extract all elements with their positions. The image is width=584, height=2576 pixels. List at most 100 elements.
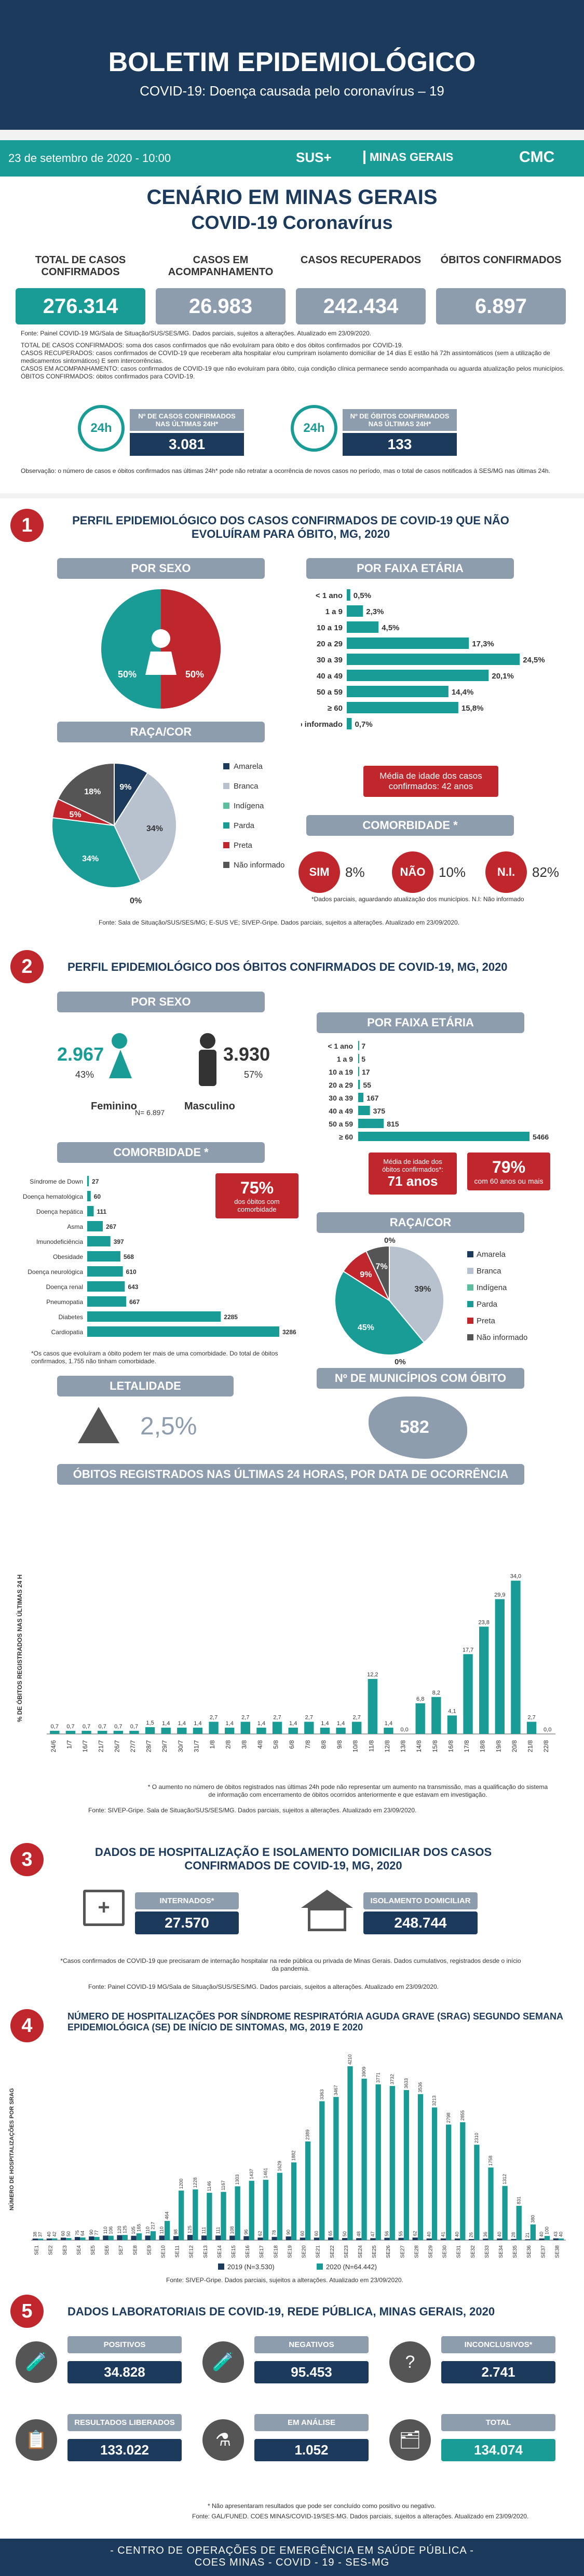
chart24-cat-11: 2/8 [225, 1740, 232, 1749]
chart24-cat-25: 16/8 [447, 1740, 454, 1753]
srag-val-1-12: 1146 [207, 2181, 212, 2191]
srag-bar-0-30 [454, 2238, 460, 2240]
srag-bar-0-19 [300, 2238, 306, 2240]
chart24-val-0: 0,7 [51, 1724, 59, 1730]
age2-bar-6 [358, 1119, 384, 1128]
srag-bar-0-17 [271, 2236, 277, 2240]
srag-bar-1-28 [431, 2107, 438, 2240]
srag-bar-1-32 [488, 2167, 494, 2240]
house-icon [301, 1890, 353, 1931]
srag-bar-1-11 [193, 2189, 198, 2240]
srag-chart: NÚMERO DE HOSPITALIZAÇÕES POR SRAG 38 37 SE… [8, 2054, 566, 2271]
srag-bar-1-26 [403, 2090, 410, 2240]
s3-hosp-box: INTERNADOS* 27.570 [135, 1892, 239, 1934]
race2-pct-4: 9% [360, 1270, 372, 1279]
srag-bar-0-32 [483, 2239, 488, 2240]
scenario-subtitle: COVID-19 Coronavírus [191, 212, 393, 233]
s1-comorb-row: SIM 8% NÃO 10% N.I. 82% [298, 849, 579, 896]
s3-hosp-value: 27.570 [135, 1911, 239, 1934]
comorb2-bar-5 [87, 1251, 120, 1262]
card-label-2: CASOS RECUPERADOS [300, 254, 422, 266]
s2-male-count: 3.930 [223, 1043, 270, 1065]
srag-cat-17: SE18 [273, 2245, 279, 2258]
srag-cat-11: SE12 [189, 2245, 195, 2258]
chart24-val-12: 2,7 [241, 1715, 249, 1721]
srag-bar-0-5 [103, 2235, 108, 2240]
age1-label-8: 0,7% [355, 720, 373, 729]
srag-val-0-22: 50 [342, 2231, 347, 2236]
logo-minas-gerais: MINAS GERAIS [363, 151, 453, 164]
srag-bar-1-36 [544, 2236, 550, 2240]
chart24-bar-3 [98, 1730, 107, 1734]
srag-bar-0-34 [511, 2239, 517, 2240]
race2-legend-0: Amarela [477, 1250, 506, 1259]
comorb2-label-4: 397 [114, 1238, 124, 1245]
srag-cat-36: SE37 [540, 2245, 546, 2258]
srag-val-1-18: 1882 [291, 2150, 296, 2161]
race1-legend-swatch-5 [223, 862, 229, 868]
srag-val-1-3: 64 [80, 2231, 85, 2236]
age2-bar-1 [358, 1054, 359, 1063]
race2-legend-1: Branca [477, 1267, 501, 1276]
srag-bar-0-28 [426, 2238, 432, 2240]
srag-bar-1-35 [530, 2224, 536, 2240]
srag-val-0-13: 111 [215, 2227, 221, 2234]
srag-bar-1-14 [235, 2186, 240, 2240]
chart24-val-21: 1,4 [385, 1720, 392, 1727]
srag-val-1-35: 380 [530, 2215, 535, 2223]
chart24-cat-21: 12/8 [384, 1740, 391, 1753]
s2-over60-label: com 60 anos ou mais [474, 1177, 544, 1185]
srag-bar-0-33 [497, 2238, 502, 2240]
section-2-title: PERFIL EPIDEMIOLÓGICO DOS ÓBITOS CONFIRM… [67, 960, 508, 973]
srag-cat-5: SE6 [104, 2245, 110, 2255]
s2-race-header: RAÇA/COR [317, 1212, 524, 1233]
s1-age-chart: < 1 ano 0,5% 1 a 9 2,3% 10 a 19 4,5% 20 a 29 17… [301, 589, 545, 729]
chart24-bar-20 [368, 1679, 377, 1734]
chart24-val-7: 1,4 [162, 1720, 170, 1727]
srag-bar-0-11 [187, 2235, 193, 2240]
srag-cat-19: SE20 [302, 2245, 307, 2258]
age2-cat-6: 50 a 59 [329, 1120, 353, 1128]
lab-label-4: EM ANÁLISE [254, 2414, 369, 2431]
def-monitoring: CASOS EM ACOMPANHAMENTO: casos confirmad… [21, 365, 565, 372]
comorb2-label-2: 111 [97, 1208, 106, 1215]
race1-legend-1: Branca [234, 782, 259, 791]
lab-label-0: POSITIVOS [67, 2336, 182, 2353]
race2-legend-3: Parda [477, 1300, 498, 1309]
srag-val-0-29: 41 [440, 2232, 445, 2237]
srag-val-0-15: 96 [243, 2229, 249, 2234]
age2-label-7: 5466 [533, 1133, 549, 1141]
age1-cat-4: 30 a 39 [317, 656, 343, 665]
srag-cat-29: SE30 [442, 2245, 448, 2258]
age2-label-3: 55 [363, 1081, 371, 1089]
lab-label-3: RESULTADOS LIBERADOS [67, 2414, 182, 2431]
srag-val-1-37: 40 [559, 2232, 564, 2237]
srag-val-0-36: 40 [539, 2232, 544, 2237]
chart24-cat-24: 15/8 [431, 1740, 439, 1753]
female-icon [109, 1033, 132, 1090]
srag-cat-35: SE36 [526, 2245, 532, 2258]
chart24-bar-17 [320, 1727, 330, 1734]
race2-legend-swatch-4 [467, 1318, 473, 1324]
srag-cat-24: SE25 [372, 2245, 377, 2258]
chart24-bar-24 [431, 1697, 441, 1734]
chart24-cat-17: 8/8 [320, 1740, 327, 1749]
srag-bar-0-22 [342, 2238, 348, 2240]
age1-bar-0 [347, 589, 350, 601]
card-value-2: 242.434 [296, 288, 426, 324]
comorb2-label-10: 3286 [282, 1328, 296, 1336]
srag-bar-0-29 [440, 2238, 446, 2240]
s1-race-header: RAÇA/COR [57, 722, 265, 742]
srag-val-0-14: 108 [229, 2226, 235, 2234]
srag-val-1-27: 3536 [418, 2082, 423, 2093]
age2-cat-4: 30 a 39 [329, 1094, 353, 1102]
srag-bar-0-2 [60, 2238, 66, 2240]
srag-cat-34: SE35 [512, 2245, 518, 2258]
srag-val-1-22: 4210 [347, 2054, 352, 2065]
s2-comorb-pct-label: dos óbitos com comorbidade [234, 1198, 280, 1213]
chart24-val-15: 1,4 [289, 1720, 297, 1727]
logo-cmc: CMC [519, 148, 555, 166]
comorb2-bar-4 [87, 1236, 111, 1246]
race1-legend-5: Não informado [234, 861, 284, 870]
s1-race-pie: 9% 34% 34% 5% 18% 0% Amarela Branca Indígena Pard… [51, 762, 284, 905]
